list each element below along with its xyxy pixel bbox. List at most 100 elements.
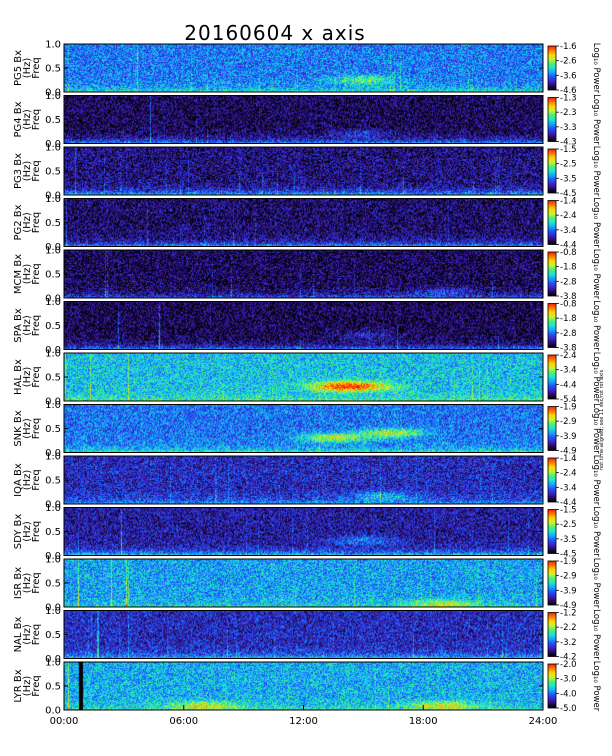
side-note: not time-aligned; see 11 sec/rot rot axi… bbox=[599, 369, 605, 470]
colorbar-tick-label: -0.8 bbox=[560, 248, 577, 258]
y-axis-label-unit: (Hz) bbox=[22, 573, 33, 594]
colorbar bbox=[547, 303, 557, 348]
colorbar-tick-label: -1.4 bbox=[560, 197, 577, 207]
y-tick-label: 0.5 bbox=[45, 167, 61, 178]
colorbar-tick-label: -3.5 bbox=[560, 535, 577, 545]
y-axis-label-unit: (Hz) bbox=[22, 212, 33, 233]
colorbar-tick-label: -4.9 bbox=[560, 601, 577, 611]
y-axis-label-unit: (Hz) bbox=[22, 470, 33, 491]
colorbar-tick-label: -1.6 bbox=[560, 42, 577, 52]
colorbar-tick-label: -2.4 bbox=[560, 211, 577, 221]
y-axis-label-station: PG3 Bx bbox=[13, 153, 24, 189]
panel-lyr: 0.0 0.5 1.0 LYR Bx(Hz)Freq -2.0 -3.0 -4.0 -5.0 L… bbox=[13, 658, 601, 717]
colorbar-tick-label: -1.9 bbox=[560, 557, 577, 567]
y-tick-label: 1.0 bbox=[45, 606, 61, 617]
y-tick-label: 0.5 bbox=[45, 424, 61, 435]
colorbar bbox=[547, 251, 557, 297]
y-axis-label-station: NAL Bx bbox=[13, 616, 24, 652]
colorbar-tick-label: -4.3 bbox=[560, 138, 577, 148]
colorbar-tick-label: -4.5 bbox=[560, 550, 577, 560]
panel-isr: 0.0 0.5 1.0 ISR Bx(Hz)Freq -1.9 -2.9 -3.9 -4.9 L… bbox=[13, 555, 601, 614]
colorbar-tick-label: -2.8 bbox=[560, 277, 577, 287]
colorbar-tick-label: -2.5 bbox=[560, 160, 577, 170]
spectrogram-spa bbox=[64, 301, 543, 350]
spectrogram-hal bbox=[64, 353, 543, 401]
y-tick-label: 0.0 bbox=[45, 500, 61, 511]
y-axis-label-station: MCM Bx bbox=[13, 254, 24, 294]
colorbar-tick-label: -3.5 bbox=[560, 174, 577, 184]
panel-nal: 0.0 0.5 1.0 NAL Bx(Hz)Freq -1.2 -2.2 -3.2 -4.2 L… bbox=[13, 606, 601, 665]
panel-spa: 0.0 0.5 1.0 SPA Bx(Hz)Freq -0.8 -1.8 -2.8 -3.8 L… bbox=[13, 297, 601, 356]
panel-pg3: 0.0 0.5 1.0 PG3 Bx(Hz)Freq -1.5 -2.5 -3.5 -4.5 L… bbox=[13, 143, 601, 202]
colorbar bbox=[547, 612, 557, 657]
colorbar-label: Log₁₀ Power bbox=[591, 146, 601, 197]
colorbar-tick-label: -4.5 bbox=[560, 189, 577, 199]
y-tick-label: 1.0 bbox=[45, 91, 61, 102]
colorbar-tick-label: -2.5 bbox=[560, 520, 577, 530]
panel-sdy: 0.0 0.5 1.0 SDY Bx(Hz)Freq -1.5 -2.5 -3.5 -4.5 L… bbox=[13, 503, 601, 562]
colorbar-tick-label: -5.0 bbox=[560, 704, 577, 714]
colorbar-label: Log₁₀ Power bbox=[591, 43, 601, 94]
colorbar-label: Log₁₀ Power bbox=[591, 94, 601, 145]
colorbar-label: Log₁₀ Power bbox=[591, 506, 601, 557]
y-axis-label-unit: Freq bbox=[31, 57, 42, 78]
y-tick-label: 1.0 bbox=[45, 349, 61, 360]
y-axis-label-unit: (Hz) bbox=[22, 521, 33, 542]
y-axis-label-unit: (Hz) bbox=[22, 418, 33, 439]
spectrogram-nal bbox=[64, 610, 543, 659]
colorbar-tick-label: -4.0 bbox=[560, 689, 577, 699]
panel-mcm: 0.0 0.5 1.0 MCM Bx(Hz)Freq -0.8 -1.8 -2.8 -3.8 L… bbox=[13, 246, 601, 305]
colorbar-tick-label: -3.3 bbox=[560, 123, 577, 133]
colorbar-tick-label: -4.6 bbox=[560, 86, 577, 96]
y-axis-label-station: PG4 Bx bbox=[13, 101, 24, 137]
colorbar-tick-label: -2.4 bbox=[560, 351, 577, 361]
colorbar-tick-label: -3.8 bbox=[560, 292, 577, 302]
y-tick-label: 0.0 bbox=[45, 551, 61, 562]
colorbar bbox=[547, 200, 557, 245]
colorbar-tick-label: -1.2 bbox=[560, 609, 577, 619]
y-axis-label-station: IQA Bx bbox=[13, 463, 24, 497]
y-axis-label-station: SDY Bx bbox=[13, 514, 24, 550]
y-axis-label-unit: Freq bbox=[31, 572, 42, 593]
x-tick-label: 06:00 bbox=[169, 716, 198, 727]
spectrogram-mcm bbox=[64, 250, 543, 298]
colorbar-label: Log₁₀ Power bbox=[591, 197, 601, 248]
colorbar-tick-label: -2.0 bbox=[560, 660, 577, 670]
y-tick-label: 0.5 bbox=[45, 630, 61, 641]
spectrogram-snk bbox=[64, 404, 543, 453]
y-tick-label: 0.0 bbox=[45, 397, 61, 408]
colorbar-tick-label: -3.8 bbox=[560, 344, 577, 354]
colorbar-tick-label: -2.3 bbox=[560, 108, 577, 118]
y-axis-label-unit: Freq bbox=[31, 675, 42, 696]
colorbar bbox=[547, 457, 557, 503]
y-axis-label-unit: (Hz) bbox=[22, 676, 33, 697]
y-tick-label: 0.0 bbox=[45, 706, 61, 717]
y-tick-label: 1.0 bbox=[45, 503, 61, 514]
y-axis-label-unit: (Hz) bbox=[22, 109, 33, 130]
y-axis-label-unit: Freq bbox=[31, 418, 42, 439]
x-tick-label: 00:00 bbox=[50, 716, 79, 727]
y-axis-label-unit: (Hz) bbox=[22, 161, 33, 182]
colorbar-label: Log₁₀ Power bbox=[591, 455, 601, 506]
colorbar-label: Log₁₀ Power bbox=[591, 661, 601, 712]
y-axis-label-unit: Freq bbox=[31, 521, 42, 542]
y-tick-label: 0.0 bbox=[45, 448, 61, 459]
y-tick-label: 1.0 bbox=[45, 143, 61, 154]
colorbar-tick-label: -4.4 bbox=[560, 380, 577, 390]
colorbar-tick-label: -3.2 bbox=[560, 638, 577, 648]
y-tick-label: 1.0 bbox=[45, 400, 61, 411]
y-tick-label: 0.0 bbox=[45, 242, 61, 253]
colorbar bbox=[547, 663, 557, 709]
y-axis-label-station: SNK Bx bbox=[13, 410, 24, 446]
colorbar-label: Log₁₀ Power bbox=[591, 609, 601, 660]
colorbar-tick-label: -1.8 bbox=[560, 314, 577, 324]
y-tick-label: 0.5 bbox=[45, 115, 61, 126]
colorbar-tick-label: -1.8 bbox=[560, 263, 577, 273]
panel-hal: 0.0 0.5 1.0 HAL Bx(Hz)Freq -2.4 -3.4 -4.4 -5.4 L… bbox=[13, 349, 601, 408]
colorbar-tick-label: -2.2 bbox=[560, 623, 577, 633]
colorbar-tick-label: -4.4 bbox=[560, 498, 577, 508]
y-axis-label-unit: (Hz) bbox=[22, 624, 33, 645]
y-axis-label-unit: (Hz) bbox=[22, 367, 33, 388]
colorbar-tick-label: -1.5 bbox=[560, 506, 577, 516]
colorbar-label: Log₁₀ Power bbox=[591, 558, 601, 609]
